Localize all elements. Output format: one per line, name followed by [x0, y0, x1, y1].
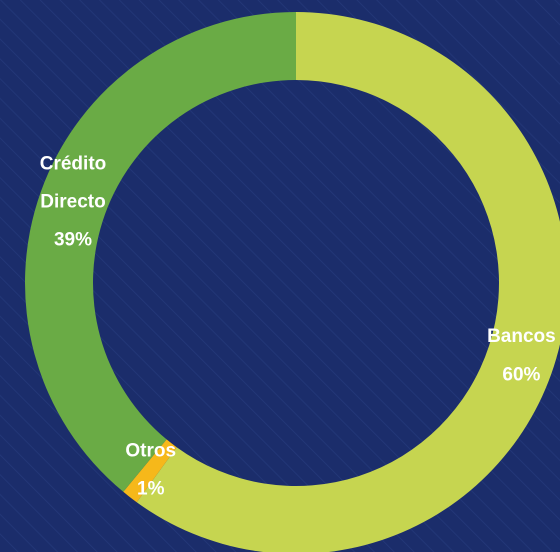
category-label: Crédito Directo [40, 154, 107, 213]
slice [25, 12, 297, 492]
slice [123, 439, 177, 503]
category-label: Otros [125, 440, 176, 461]
label-line: Otros [125, 440, 176, 461]
slice [136, 12, 560, 552]
value-label: 39% [54, 230, 92, 251]
donut [25, 12, 560, 552]
label-line: Directo [40, 192, 105, 213]
labels: Bancos 60% Otros 1% Crédito Directo 39% [40, 154, 556, 500]
value-label: 1% [137, 478, 165, 499]
category-label: Bancos [487, 326, 556, 347]
value-label: 60% [502, 364, 540, 385]
label-line: Bancos [487, 326, 556, 347]
label-line: Crédito [40, 154, 107, 175]
